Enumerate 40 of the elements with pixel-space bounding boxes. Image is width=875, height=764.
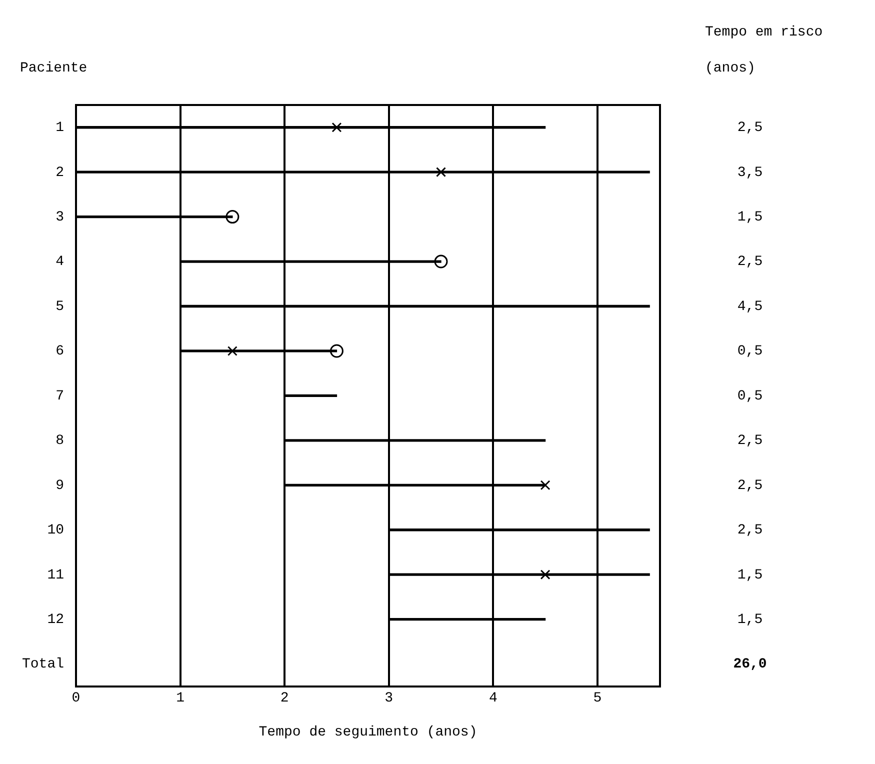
text: 26,0: [733, 656, 767, 673]
text: 2,5: [737, 433, 763, 450]
point: [540, 480, 550, 490]
point: [436, 167, 446, 178]
y-tick-label: 11: [47, 567, 64, 584]
y-tick-label: 10: [47, 522, 64, 539]
y-tick-label: 4: [56, 254, 64, 270]
x-tick-label: 2: [280, 690, 289, 707]
text: 0,5: [737, 388, 763, 404]
y-tick-label: 7: [56, 388, 64, 404]
y-axis-title: Paciente: [20, 60, 88, 77]
y-tick-label: Total: [22, 656, 64, 673]
x-tick-label: 0: [72, 690, 80, 707]
text: 2,5: [737, 522, 763, 539]
x-tick-label: 3: [384, 690, 394, 707]
y-tick-label: 9: [56, 478, 64, 494]
text: 0,5: [737, 344, 763, 360]
point: [227, 346, 238, 356]
point: [332, 122, 342, 132]
x-tick-label: 5: [593, 690, 602, 707]
text: 4,5: [737, 298, 763, 315]
x-tick-label: 4: [488, 690, 498, 707]
text: 2,5: [737, 254, 763, 270]
text: 1,5: [737, 567, 763, 584]
y-tick-label: 2: [56, 164, 64, 181]
y-tick-label: 12: [47, 612, 64, 628]
x-axis-title: Tempo de seguimento (anos): [258, 724, 478, 740]
y-tick-label: 3: [56, 210, 64, 226]
y-tick-label: 1: [56, 120, 64, 136]
y-tick-label: 6: [56, 344, 64, 360]
text: 1,5: [737, 612, 763, 628]
text: 2,5: [737, 478, 763, 494]
point: [540, 570, 550, 580]
x-tick-label: 1: [176, 690, 184, 707]
text: 2,5: [737, 120, 763, 136]
y-tick-label: 8: [56, 433, 64, 450]
y-tick-label: 5: [56, 298, 64, 315]
text: Tempo em risco (anos): [705, 24, 823, 77]
text: 1,5: [737, 210, 763, 226]
text: 3,5: [737, 164, 763, 181]
